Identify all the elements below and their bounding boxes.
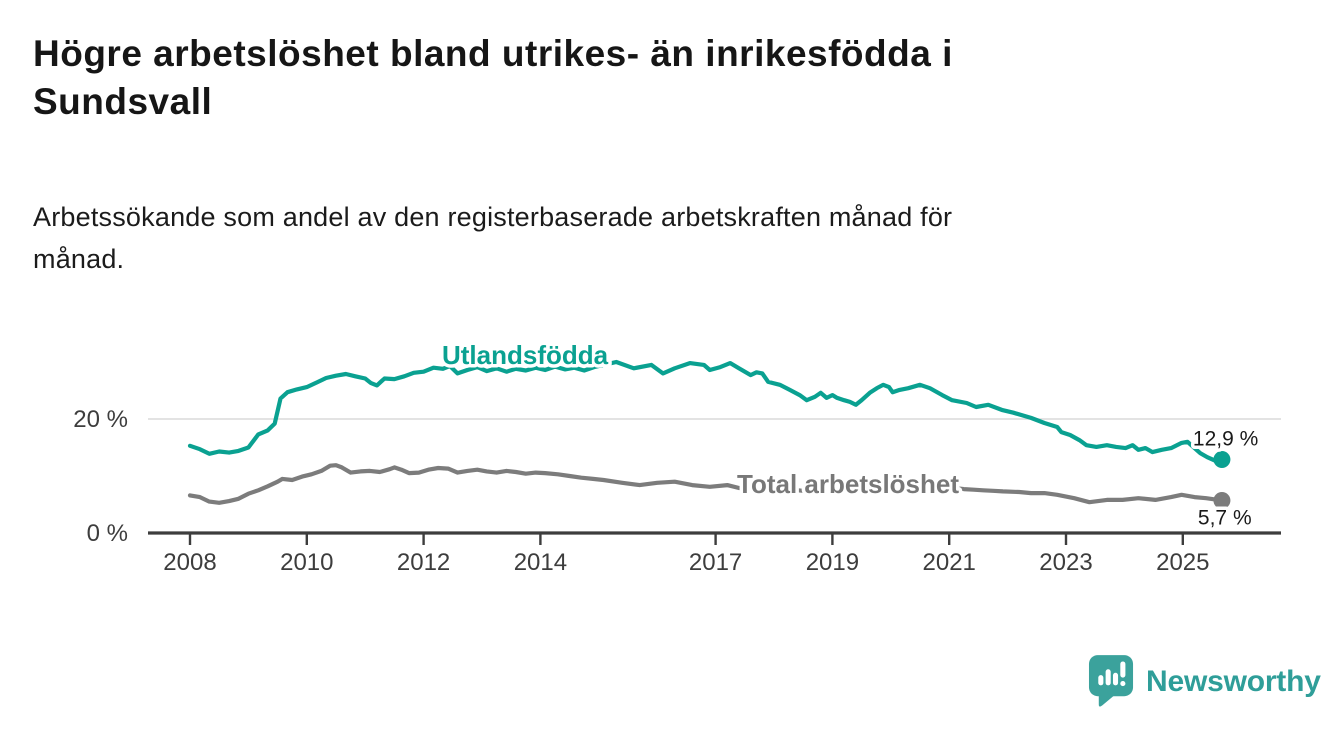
logo-exclamation-bar bbox=[1120, 661, 1126, 678]
series-end-dot-total bbox=[1213, 492, 1231, 510]
series-label-total: Total arbetslöshet bbox=[737, 469, 959, 499]
logo-exclamation-dot bbox=[1120, 681, 1126, 687]
series-label-utlandsfodda: Utlandsfödda bbox=[442, 340, 609, 370]
newsworthy-logo: Newsworthy bbox=[1088, 654, 1321, 710]
newsworthy-logo-text: Newsworthy bbox=[1146, 665, 1321, 698]
series-end-dot-utlandsfodda bbox=[1213, 450, 1231, 468]
y-tick-label-0: 0 % bbox=[87, 520, 128, 547]
series-line-utlandsfodda bbox=[187, 359, 1225, 463]
chart-title: Högre arbetslöshet bland utrikes- än inr… bbox=[33, 30, 953, 126]
x-tick-label-2017: 2017 bbox=[689, 549, 742, 576]
x-tick-label-2019: 2019 bbox=[806, 549, 859, 576]
newsworthy-logo-icon bbox=[1088, 655, 1134, 707]
logo-bar-2 bbox=[1105, 669, 1111, 686]
speech-bubble-tail bbox=[1098, 689, 1115, 707]
chart-title-line-1: Högre arbetslöshet bland utrikes- än inr… bbox=[33, 33, 953, 74]
end-value-label-utlandsfodda: 12,9 % bbox=[1193, 427, 1258, 450]
chart-title-line-2: Sundsvall bbox=[33, 81, 213, 122]
logo-bar-1 bbox=[1098, 675, 1104, 686]
x-tick-label-2025: 2025 bbox=[1156, 549, 1209, 576]
x-tick-label-2021: 2021 bbox=[923, 549, 976, 576]
x-tick-label-2023: 2023 bbox=[1039, 549, 1092, 576]
x-tick-label-2010: 2010 bbox=[280, 549, 333, 576]
y-tick-label-20: 20 % bbox=[73, 406, 128, 433]
chart-subtitle-line-1: Arbetssökande som andel av den registerb… bbox=[33, 202, 953, 232]
x-tick-label-2014: 2014 bbox=[514, 549, 567, 576]
chart-subtitle: Arbetssökande som andel av den registerb… bbox=[33, 196, 952, 280]
end-value-label-total: 5,7 % bbox=[1198, 507, 1252, 530]
x-tick-label-2008: 2008 bbox=[163, 549, 216, 576]
chart-subtitle-line-2: månad. bbox=[33, 244, 125, 274]
logo-bar-3 bbox=[1112, 672, 1119, 686]
x-tick-label-2012: 2012 bbox=[397, 549, 450, 576]
series-line-total bbox=[187, 463, 1225, 505]
